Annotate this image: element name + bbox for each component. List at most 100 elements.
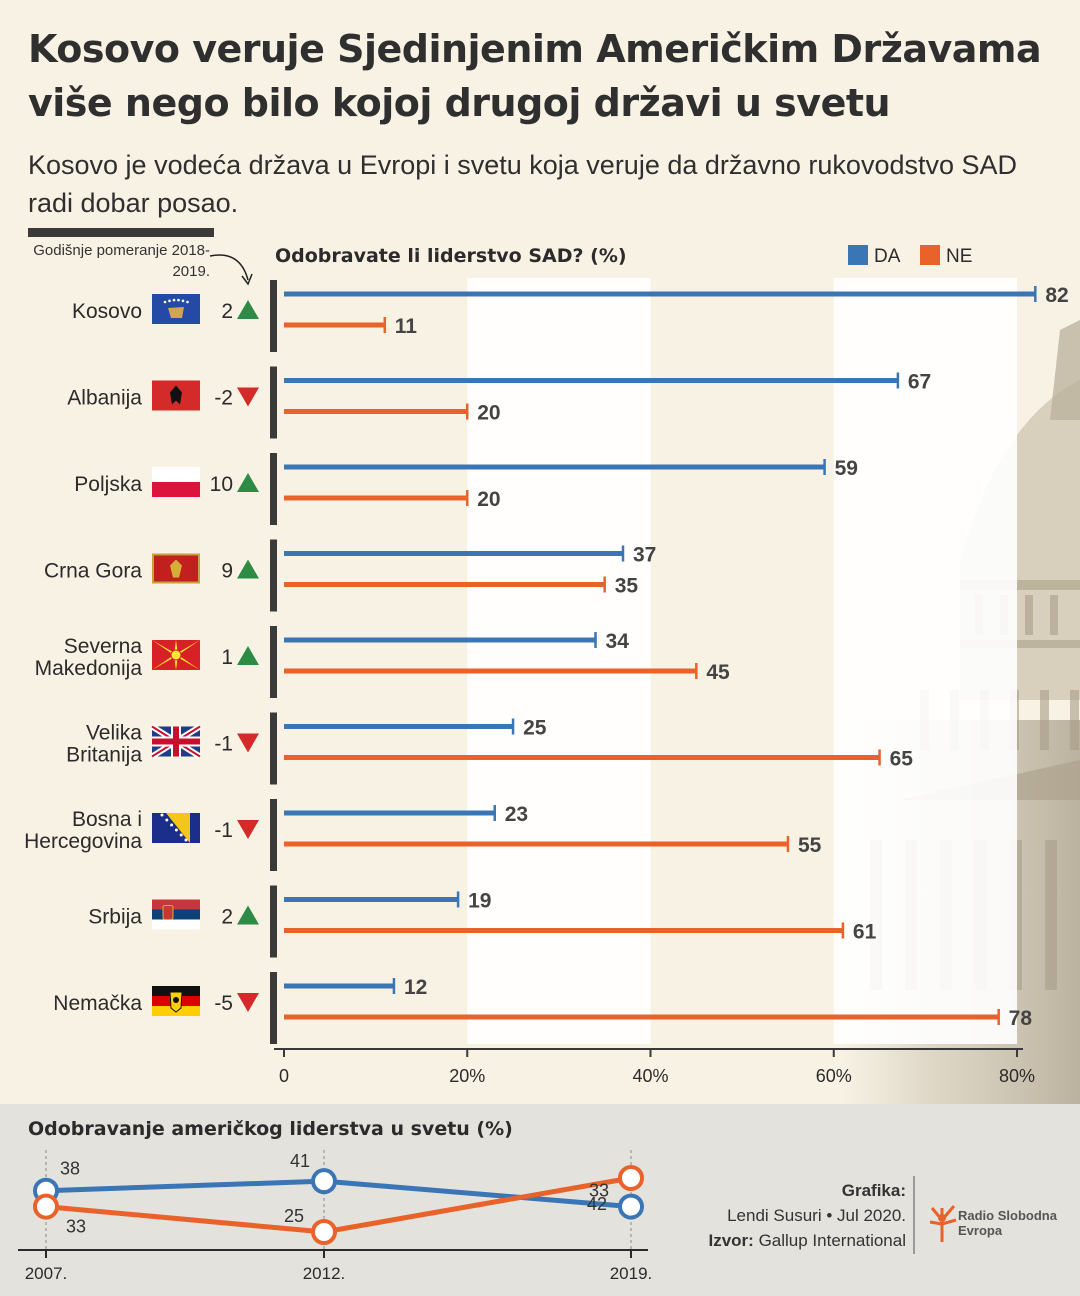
- row-marker: [270, 366, 277, 439]
- country-label: Britanija: [66, 744, 142, 767]
- line-data-label: 38: [60, 1159, 80, 1179]
- line-chart-title: Odobravanje američkog liderstva u svetu …: [28, 1118, 513, 1140]
- line-point: [311, 1168, 337, 1195]
- up-arrow-icon: [237, 473, 259, 492]
- country-label: Bosna i: [72, 808, 142, 831]
- line-point: [618, 1193, 644, 1220]
- country-label: Makedonija: [35, 657, 143, 680]
- row-marker: [270, 280, 277, 352]
- data-label-da: 12: [404, 976, 427, 999]
- data-label-da: 34: [606, 630, 630, 653]
- grid-band: [833, 278, 1017, 1044]
- up-arrow-icon: [237, 559, 259, 579]
- curved-arrow-icon: [209, 254, 253, 286]
- line-data-label: 42: [587, 1194, 607, 1214]
- legend-label-da: DA: [874, 246, 901, 267]
- line-data-label: 25: [284, 1206, 304, 1226]
- country-label: Poljska: [74, 473, 142, 496]
- data-label-da: 25: [523, 717, 547, 740]
- graphics-value: Lendi Susuri • Jul 2020.: [727, 1206, 906, 1225]
- row-marker: [270, 626, 277, 698]
- country-label: Velika: [86, 722, 142, 745]
- x-tick-label: 20%: [449, 1066, 485, 1086]
- row-marker: [270, 799, 277, 871]
- rfe-logo-icon: [929, 1205, 957, 1242]
- x-tick-label: 60%: [816, 1066, 852, 1086]
- bih-flag-icon: [152, 813, 200, 843]
- data-label-da: 37: [633, 544, 656, 567]
- line-data-label: 33: [589, 1181, 609, 1201]
- line-x-tick-label: 2012.: [303, 1264, 346, 1283]
- line-x-tick-label: 2019.: [610, 1264, 653, 1283]
- line-x-tick-label: 2007.: [25, 1264, 68, 1283]
- kosovo-flag-icon: [152, 294, 200, 324]
- line-point: [311, 1219, 337, 1245]
- annual-change-value: 10: [210, 473, 233, 496]
- data-label-ne: 65: [890, 748, 914, 771]
- down-arrow-icon: [237, 733, 259, 753]
- page-title: Kosovo veruje Sjedinjenim Američkim Drža…: [28, 27, 1042, 125]
- legend-swatch-da: [848, 245, 868, 265]
- poland-flag-icon: [152, 467, 200, 497]
- x-tick-label: 0: [279, 1066, 289, 1086]
- down-arrow-icon: [237, 387, 259, 407]
- country-label: Kosovo: [72, 300, 142, 323]
- annual-change-value: 9: [221, 560, 233, 583]
- up-arrow-icon: [237, 300, 259, 319]
- annual-change-value: -1: [214, 733, 233, 756]
- row-marker: [270, 712, 277, 785]
- data-label-da: 23: [505, 803, 528, 826]
- uk-flag-icon: [150, 723, 202, 760]
- north-macedonia-flag-icon: [152, 640, 200, 670]
- data-label-ne: 20: [477, 402, 500, 425]
- data-label-da: 82: [1045, 284, 1068, 307]
- albania-flag-icon: [152, 380, 200, 411]
- logo-line-2: Evropa: [958, 1223, 1003, 1238]
- rfe-logo: Radio Slobodna Evropa: [928, 1198, 1078, 1248]
- line-point: [618, 1165, 644, 1191]
- data-label-ne: 45: [706, 661, 730, 684]
- data-label-ne: 78: [1009, 1007, 1033, 1030]
- grid-band: [467, 278, 651, 1044]
- data-label-da: 19: [468, 890, 491, 913]
- annual-change-value: 2: [221, 906, 233, 929]
- montenegro-flag-icon: [152, 553, 200, 584]
- row-marker: [270, 539, 277, 612]
- annual-change-value: -2: [214, 387, 233, 410]
- line-data-label: 41: [290, 1151, 310, 1171]
- bar-chart-title: Odobravate li liderstvo SAD? (%): [275, 245, 627, 267]
- up-arrow-icon: [237, 646, 259, 665]
- serbia-flag-icon: [152, 899, 200, 930]
- data-label-ne: 61: [853, 921, 877, 944]
- up-arrow-icon: [237, 905, 259, 925]
- country-label: Srbija: [88, 906, 142, 929]
- country-label: Albanija: [67, 387, 142, 410]
- line-point: [33, 1193, 59, 1220]
- x-tick-label: 80%: [999, 1066, 1035, 1086]
- down-arrow-icon: [237, 993, 259, 1012]
- credits-divider: [913, 1176, 915, 1254]
- germany-flag-icon: [152, 986, 200, 1016]
- line-data-label: 33: [66, 1217, 86, 1237]
- row-marker: [270, 972, 277, 1044]
- annual-change-note: Godišnje pomeranje 2018-2019.: [33, 242, 210, 280]
- annual-change-value: 2: [221, 300, 233, 323]
- logo-line-1: Radio Slobodna: [958, 1208, 1057, 1223]
- legend-label-ne: NE: [946, 246, 972, 267]
- annual-change-value: 1: [221, 646, 233, 669]
- page-subtitle: Kosovo je vodeća država u Evropi i svetu…: [28, 150, 1018, 218]
- data-label-ne: 20: [477, 488, 500, 511]
- x-tick-label: 40%: [632, 1066, 668, 1086]
- source-value: Gallup International: [758, 1231, 906, 1250]
- title-rule: [28, 228, 214, 237]
- country-label: Severna: [64, 635, 143, 658]
- credits: Grafika: Lendi Susuri • Jul 2020. Izvor:…: [660, 1178, 906, 1253]
- country-label: Nemačka: [53, 992, 142, 1015]
- country-label: Hercegovina: [24, 830, 142, 853]
- graphics-label: Grafika:: [841, 1181, 906, 1200]
- source-label: Izvor:: [708, 1231, 754, 1250]
- data-label-da: 67: [908, 371, 931, 394]
- annual-change-value: -5: [214, 992, 233, 1015]
- data-label-ne: 11: [395, 315, 418, 338]
